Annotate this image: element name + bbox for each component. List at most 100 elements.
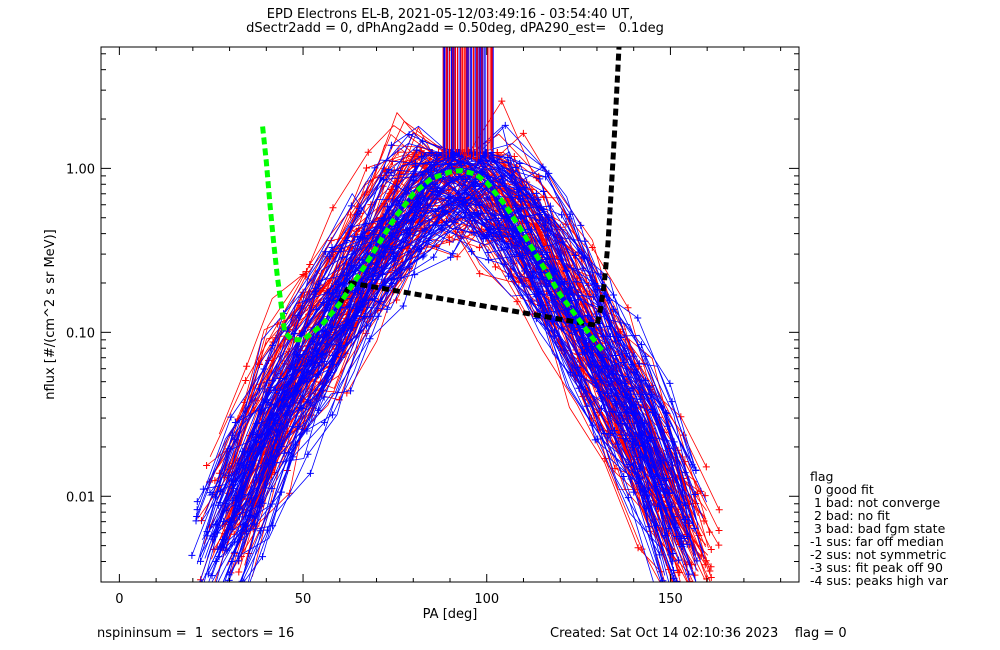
data-point — [551, 332, 559, 340]
data-point — [222, 507, 230, 515]
data-point — [193, 506, 201, 514]
data-point — [278, 442, 286, 450]
data-point — [528, 297, 536, 305]
data-point — [693, 557, 701, 565]
data-point — [377, 174, 385, 182]
y-tick-label: 0.10 — [66, 326, 95, 341]
data-point — [355, 204, 363, 212]
y-tick-label: 1.00 — [66, 162, 95, 177]
data-point — [228, 431, 236, 439]
data-point — [630, 352, 638, 360]
data-point — [532, 189, 540, 197]
data-point — [259, 553, 267, 561]
profile-line — [226, 172, 685, 554]
x-tick-label: 150 — [658, 592, 683, 607]
x-tick-label: 0 — [115, 592, 123, 607]
chart-title: EPD Electrons EL-B, 2021-05-12/03:49:16 … — [266, 7, 634, 22]
profile-line — [220, 198, 685, 548]
data-point — [449, 201, 457, 209]
data-point — [320, 393, 328, 401]
data-point — [194, 603, 201, 610]
data-point — [283, 409, 291, 417]
data-point — [297, 403, 305, 411]
data-point — [444, 194, 452, 202]
y-tick-label: 0.01 — [66, 490, 95, 505]
data-point — [413, 146, 421, 154]
data-point — [393, 269, 401, 277]
legend-title: flag — [810, 469, 834, 484]
data-point — [217, 543, 225, 551]
data-point — [607, 429, 615, 437]
data-point — [637, 341, 645, 349]
data-point — [441, 208, 449, 216]
profile-line — [250, 152, 704, 519]
data-point — [393, 296, 401, 304]
data-point — [387, 141, 395, 149]
profile-line — [204, 171, 674, 559]
data-point — [332, 286, 340, 294]
legend-item: -3 sus: fit peak off 90 — [810, 560, 943, 575]
data-point — [451, 218, 459, 226]
data-point — [583, 402, 591, 410]
data-point — [498, 176, 506, 184]
data-point — [445, 233, 453, 241]
data-point — [672, 607, 679, 614]
legend-item: -2 sus: not symmetric — [810, 547, 947, 562]
data-point — [347, 202, 355, 210]
data-point — [294, 351, 302, 359]
data-point — [610, 291, 618, 299]
axes-layer: 0 50 100 150 0.01 0.10 1.00 — [66, 47, 799, 607]
data-point — [706, 567, 714, 575]
data-point — [631, 465, 639, 473]
profile-line — [235, 151, 690, 524]
profile-line — [235, 152, 695, 482]
data-point — [206, 489, 214, 497]
data-point — [392, 183, 400, 191]
data-point — [588, 342, 596, 350]
data-point — [208, 592, 215, 599]
data-point — [411, 271, 419, 279]
data-point — [646, 383, 654, 391]
data-point — [460, 198, 468, 206]
data-point — [711, 588, 718, 595]
data-point — [302, 268, 310, 276]
data-point — [243, 362, 251, 370]
data-point — [232, 491, 240, 499]
data-point — [676, 569, 684, 577]
data-point — [521, 184, 529, 192]
data-point — [494, 217, 502, 225]
data-point — [268, 485, 276, 493]
footer-info: nspininsum = 1 sectors = 16 — [97, 626, 295, 641]
data-point — [361, 235, 369, 243]
data-layer — [188, 47, 723, 614]
data-point — [546, 202, 554, 210]
data-point — [293, 387, 301, 395]
data-point — [364, 148, 372, 156]
data-point — [501, 171, 509, 179]
legend-item: -1 sus: far off median — [810, 534, 944, 549]
data-point — [628, 360, 636, 368]
data-point — [630, 488, 638, 496]
data-point — [263, 526, 271, 534]
data-point — [203, 462, 211, 470]
footer-created: Created: Sat Oct 14 02:10:36 2023 flag =… — [550, 626, 847, 641]
data-point — [412, 159, 420, 167]
data-point — [208, 572, 216, 580]
data-point — [327, 369, 335, 377]
data-point — [530, 269, 538, 277]
data-point — [528, 273, 536, 281]
data-point — [624, 373, 632, 381]
data-point — [574, 364, 582, 372]
data-point — [289, 453, 297, 461]
data-point — [317, 350, 325, 358]
data-point — [382, 210, 390, 218]
legend-item: -4 sus: peaks high var — [810, 573, 949, 588]
data-point — [383, 169, 391, 177]
data-point — [542, 173, 550, 181]
data-point — [381, 248, 389, 256]
data-point — [591, 280, 599, 288]
data-point — [703, 575, 711, 582]
data-point — [421, 226, 429, 234]
data-point — [486, 216, 494, 224]
